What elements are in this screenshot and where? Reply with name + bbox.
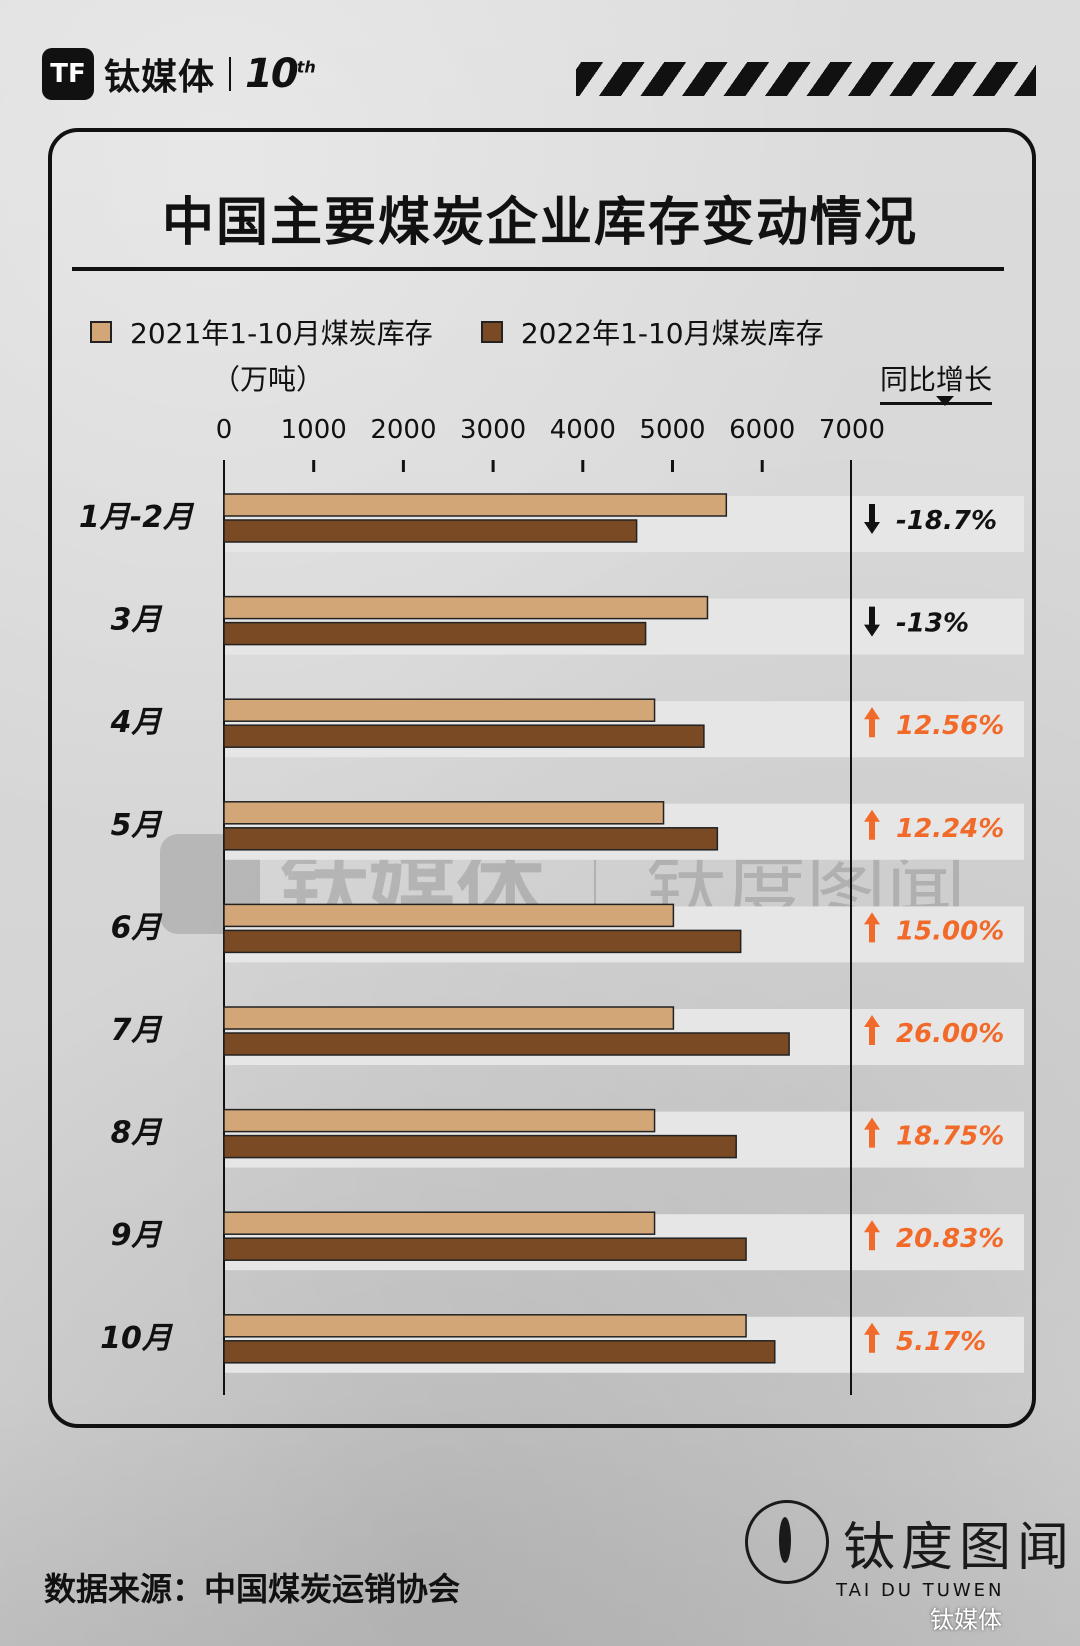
bar-2022 [223, 724, 705, 748]
arrow-down-icon [864, 504, 880, 534]
corner-watermark-sub: TAI DU TUWEN [836, 1580, 1005, 1601]
category-label: 5月 [111, 808, 164, 843]
decorative-stripes [576, 62, 1036, 96]
arrow-down-icon [864, 606, 880, 637]
yoy-value: 5.17% [896, 1327, 986, 1357]
wechat-watermark: 钛媒体 [930, 1606, 1002, 1634]
bar-2021 [223, 903, 675, 928]
category-label: 9月 [111, 1218, 164, 1253]
anniversary-number: 10 [245, 51, 299, 97]
brand-logo-icon: TF [42, 48, 94, 100]
yoy-value: -13% [896, 609, 969, 639]
bar-2021 [223, 493, 728, 517]
yoy-value: 12.24% [896, 814, 1004, 844]
x-tick-label: 3000 [460, 415, 526, 445]
arrow-up-icon [864, 809, 880, 840]
bar-2022 [223, 827, 719, 851]
legend-label-2022: 2022年1-10月煤炭库存 [520, 317, 824, 350]
bar-2022 [223, 519, 638, 543]
anniversary-suffix: th [296, 57, 316, 77]
brand-divider [229, 57, 232, 91]
x-tick-label: 7000 [819, 415, 885, 445]
chart-card [48, 128, 1036, 1428]
bar-2021 [223, 1314, 747, 1338]
x-tick-label: 5000 [639, 415, 705, 445]
bar-2022 [223, 929, 742, 954]
bar-2022 [223, 621, 647, 646]
arrow-up-icon [864, 912, 880, 943]
arrow-up-icon [864, 1322, 880, 1353]
x-tick-label: 4000 [550, 415, 616, 445]
eye-logo-icon [745, 1500, 829, 1584]
data-source: 数据来源：中国煤炭运销协会 [44, 1570, 461, 1608]
arrow-up-icon [864, 1220, 880, 1251]
bar-2021 [223, 1006, 675, 1030]
bar-2021 [223, 1211, 656, 1235]
corner-watermark-name: 钛度图闻 [843, 1517, 1076, 1578]
title-divider [72, 267, 1004, 271]
bar-2021 [223, 595, 709, 620]
category-label: 7月 [111, 1013, 164, 1048]
yoy-value: -18.7% [896, 506, 997, 536]
category-label: 8月 [111, 1116, 164, 1151]
category-label: 4月 [110, 705, 164, 740]
arrow-up-icon [864, 1015, 880, 1045]
bar-2022 [223, 1134, 737, 1159]
yoy-value: 26.00% [896, 1019, 1004, 1049]
unit-label: （万吨） [212, 363, 325, 396]
brand-header: TF 钛媒体 10th [42, 48, 316, 100]
arrow-up-icon [864, 1117, 880, 1148]
yoy-value: 12.56% [896, 711, 1004, 741]
corner-watermark: 钛度图闻 [745, 1500, 1075, 1584]
legend-swatch-2022 [480, 321, 503, 343]
chart-title: 中国主要煤炭企业库存变动情况 [161, 193, 918, 253]
yoy-value: 20.83% [896, 1224, 1004, 1254]
x-tick-label: 0 [216, 415, 233, 445]
bar-2021 [223, 801, 665, 825]
legend-item-2021: 2021年1-10月煤炭库存 [90, 312, 433, 352]
yoy-value: 18.75% [896, 1122, 1004, 1152]
x-tick-label: 1000 [281, 415, 347, 445]
yoy-pointer-icon [936, 396, 954, 406]
yoy-value: 15.00% [896, 916, 1004, 946]
category-label: 1月-2月 [79, 500, 195, 535]
brand-name: 钛媒体 [104, 57, 216, 98]
category-label: 10月 [100, 1321, 174, 1356]
legend-swatch-2021 [90, 321, 112, 343]
legend-label-2021: 2021年1-10月煤炭库存 [130, 317, 433, 350]
category-label: 6月 [111, 910, 164, 945]
x-tick-label: 6000 [729, 415, 795, 445]
arrow-up-icon [864, 707, 880, 738]
x-tick-label: 2000 [370, 415, 436, 445]
anniversary-badge: 10th [245, 51, 316, 97]
category-label: 3月 [111, 603, 164, 638]
bar-2021 [223, 698, 656, 722]
bar-2022 [223, 1032, 790, 1056]
bar-2021 [223, 1108, 656, 1133]
bar-2022 [223, 1237, 747, 1261]
bar-2022 [223, 1340, 776, 1364]
legend: 2021年1-10月煤炭库存 2022年1-10月煤炭库存 [90, 312, 824, 352]
legend-item-2022: 2022年1-10月煤炭库存 [480, 312, 824, 352]
